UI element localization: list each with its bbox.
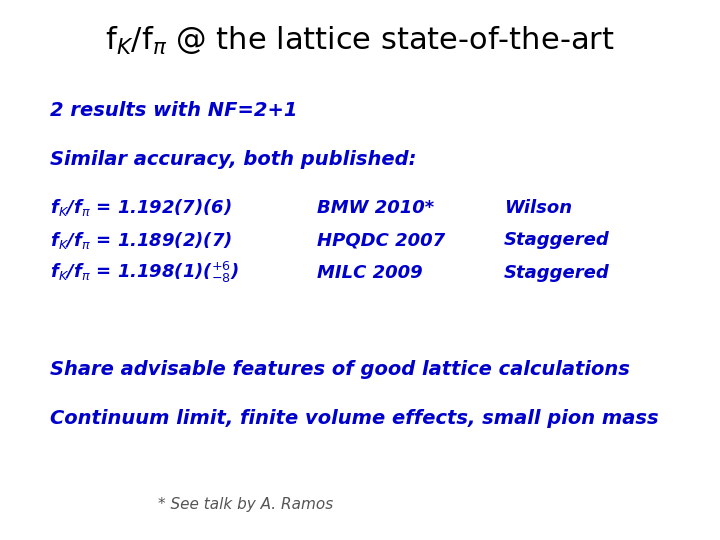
Text: MILC 2009: MILC 2009 bbox=[317, 264, 423, 282]
Text: Continuum limit, finite volume effects, small pion mass: Continuum limit, finite volume effects, … bbox=[50, 409, 659, 428]
Text: 2 results with NF=2+1: 2 results with NF=2+1 bbox=[50, 101, 298, 120]
Text: f$_K$/f$_\pi$ = 1.192(7)(6): f$_K$/f$_\pi$ = 1.192(7)(6) bbox=[50, 198, 233, 218]
Text: BMW 2010*: BMW 2010* bbox=[317, 199, 434, 217]
Text: HPQDC 2007: HPQDC 2007 bbox=[317, 231, 445, 249]
Text: Wilson: Wilson bbox=[504, 199, 572, 217]
Text: Staggered: Staggered bbox=[504, 264, 610, 282]
Text: Similar accuracy, both published:: Similar accuracy, both published: bbox=[50, 150, 417, 169]
Text: f$_K$/f$_\pi$ @ the lattice state-of-the-art: f$_K$/f$_\pi$ @ the lattice state-of-the… bbox=[105, 24, 615, 57]
Text: Staggered: Staggered bbox=[504, 231, 610, 249]
Text: * See talk by A. Ramos: * See talk by A. Ramos bbox=[158, 497, 333, 512]
Text: f$_K$/f$_\pi$ = 1.198(1)($^{+6}_{-8}$): f$_K$/f$_\pi$ = 1.198(1)($^{+6}_{-8}$) bbox=[50, 260, 239, 285]
Text: f$_K$/f$_\pi$ = 1.189(2)(7): f$_K$/f$_\pi$ = 1.189(2)(7) bbox=[50, 230, 233, 251]
Text: Share advisable features of good lattice calculations: Share advisable features of good lattice… bbox=[50, 360, 630, 380]
